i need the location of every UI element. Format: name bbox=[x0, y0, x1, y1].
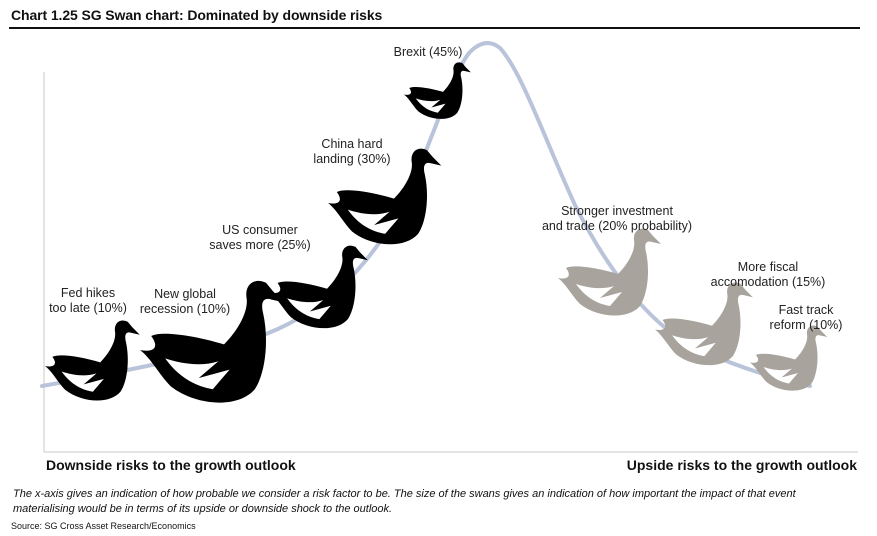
swan-label-fiscal-accomodation: More fiscal accomodation (15%) bbox=[711, 260, 826, 289]
swan-wing-mark bbox=[672, 335, 716, 357]
swan-label-line: Fed hikes bbox=[61, 286, 115, 300]
chart-title: Chart 1.25 SG Swan chart: Dominated by d… bbox=[11, 7, 383, 23]
swan-global-recession bbox=[140, 280, 285, 403]
swans-layer bbox=[45, 62, 828, 403]
swan-label-line: recession (10%) bbox=[140, 302, 230, 316]
swan-label-brexit: Brexit (45%) bbox=[394, 45, 463, 59]
swan-label-china-landing: China hard landing (30%) bbox=[313, 137, 390, 166]
swan-body bbox=[270, 245, 368, 329]
swan-china-landing bbox=[328, 148, 442, 245]
swan-label-line: too late (10%) bbox=[49, 301, 127, 315]
swan-label-line: accomodation (15%) bbox=[711, 275, 826, 289]
swan-fast-track-reform bbox=[750, 325, 828, 391]
swan-label-line: and trade (20% probability) bbox=[542, 219, 692, 233]
swan-label-us-consumer: US consumer saves more (25%) bbox=[209, 223, 310, 252]
x-axis-label-downside: Downside risks to the growth outlook bbox=[46, 457, 296, 473]
swan-body bbox=[140, 280, 285, 403]
swan-wing-mark bbox=[287, 298, 331, 320]
swan-label-line: Brexit (45%) bbox=[394, 45, 463, 59]
swan-wing-mark bbox=[61, 371, 104, 392]
x-axis-label-upside: Upside risks to the growth outlook bbox=[626, 457, 857, 473]
swan-body bbox=[558, 228, 661, 316]
swan-us-consumer bbox=[270, 245, 368, 329]
swan-label-line: New global bbox=[154, 287, 216, 301]
source-line: Source: SG Cross Asset Research/Economic… bbox=[11, 521, 196, 531]
swan-body bbox=[45, 320, 140, 401]
swan-label-fast-track-reform: Fast track reform (10%) bbox=[770, 303, 843, 332]
swan-brexit bbox=[404, 62, 471, 119]
title-rule bbox=[9, 27, 860, 29]
swan-label-line: saves more (25%) bbox=[209, 238, 310, 252]
swan-body bbox=[655, 282, 753, 366]
chart-footnote: The x-axis gives an indication of how pr… bbox=[13, 488, 796, 515]
swan-fed-hikes bbox=[45, 320, 140, 401]
swan-body bbox=[404, 62, 471, 119]
swan-label-line: reform (10%) bbox=[770, 318, 843, 332]
swan-label-global-recession: New global recession (10%) bbox=[140, 287, 230, 316]
swan-label-line: Stronger investment bbox=[561, 204, 673, 218]
swan-wing-mark bbox=[415, 98, 446, 113]
swan-label-line: China hard bbox=[321, 137, 382, 151]
swan-wing-mark bbox=[763, 367, 798, 384]
swan-fiscal-accomodation bbox=[655, 282, 753, 366]
swan-label-line: More fiscal bbox=[738, 260, 798, 274]
swan-label-line: landing (30%) bbox=[313, 152, 390, 166]
labels-layer: Fed hikes too late (10%) New global recessi… bbox=[49, 45, 842, 332]
swan-label-fed-hikes: Fed hikes too late (10%) bbox=[49, 286, 127, 315]
swan-body bbox=[328, 148, 442, 245]
swan-label-stronger-investment: Stronger investment and trade (20% probab… bbox=[542, 204, 692, 233]
swan-label-line: US consumer bbox=[222, 223, 298, 237]
swan-stronger-investment bbox=[558, 228, 661, 316]
swan-body bbox=[750, 325, 828, 391]
swan-wing-mark bbox=[576, 284, 622, 306]
swan-wing-mark bbox=[347, 209, 399, 234]
swan-wing-mark bbox=[165, 358, 230, 390]
swan-label-line: Fast track bbox=[779, 303, 835, 317]
